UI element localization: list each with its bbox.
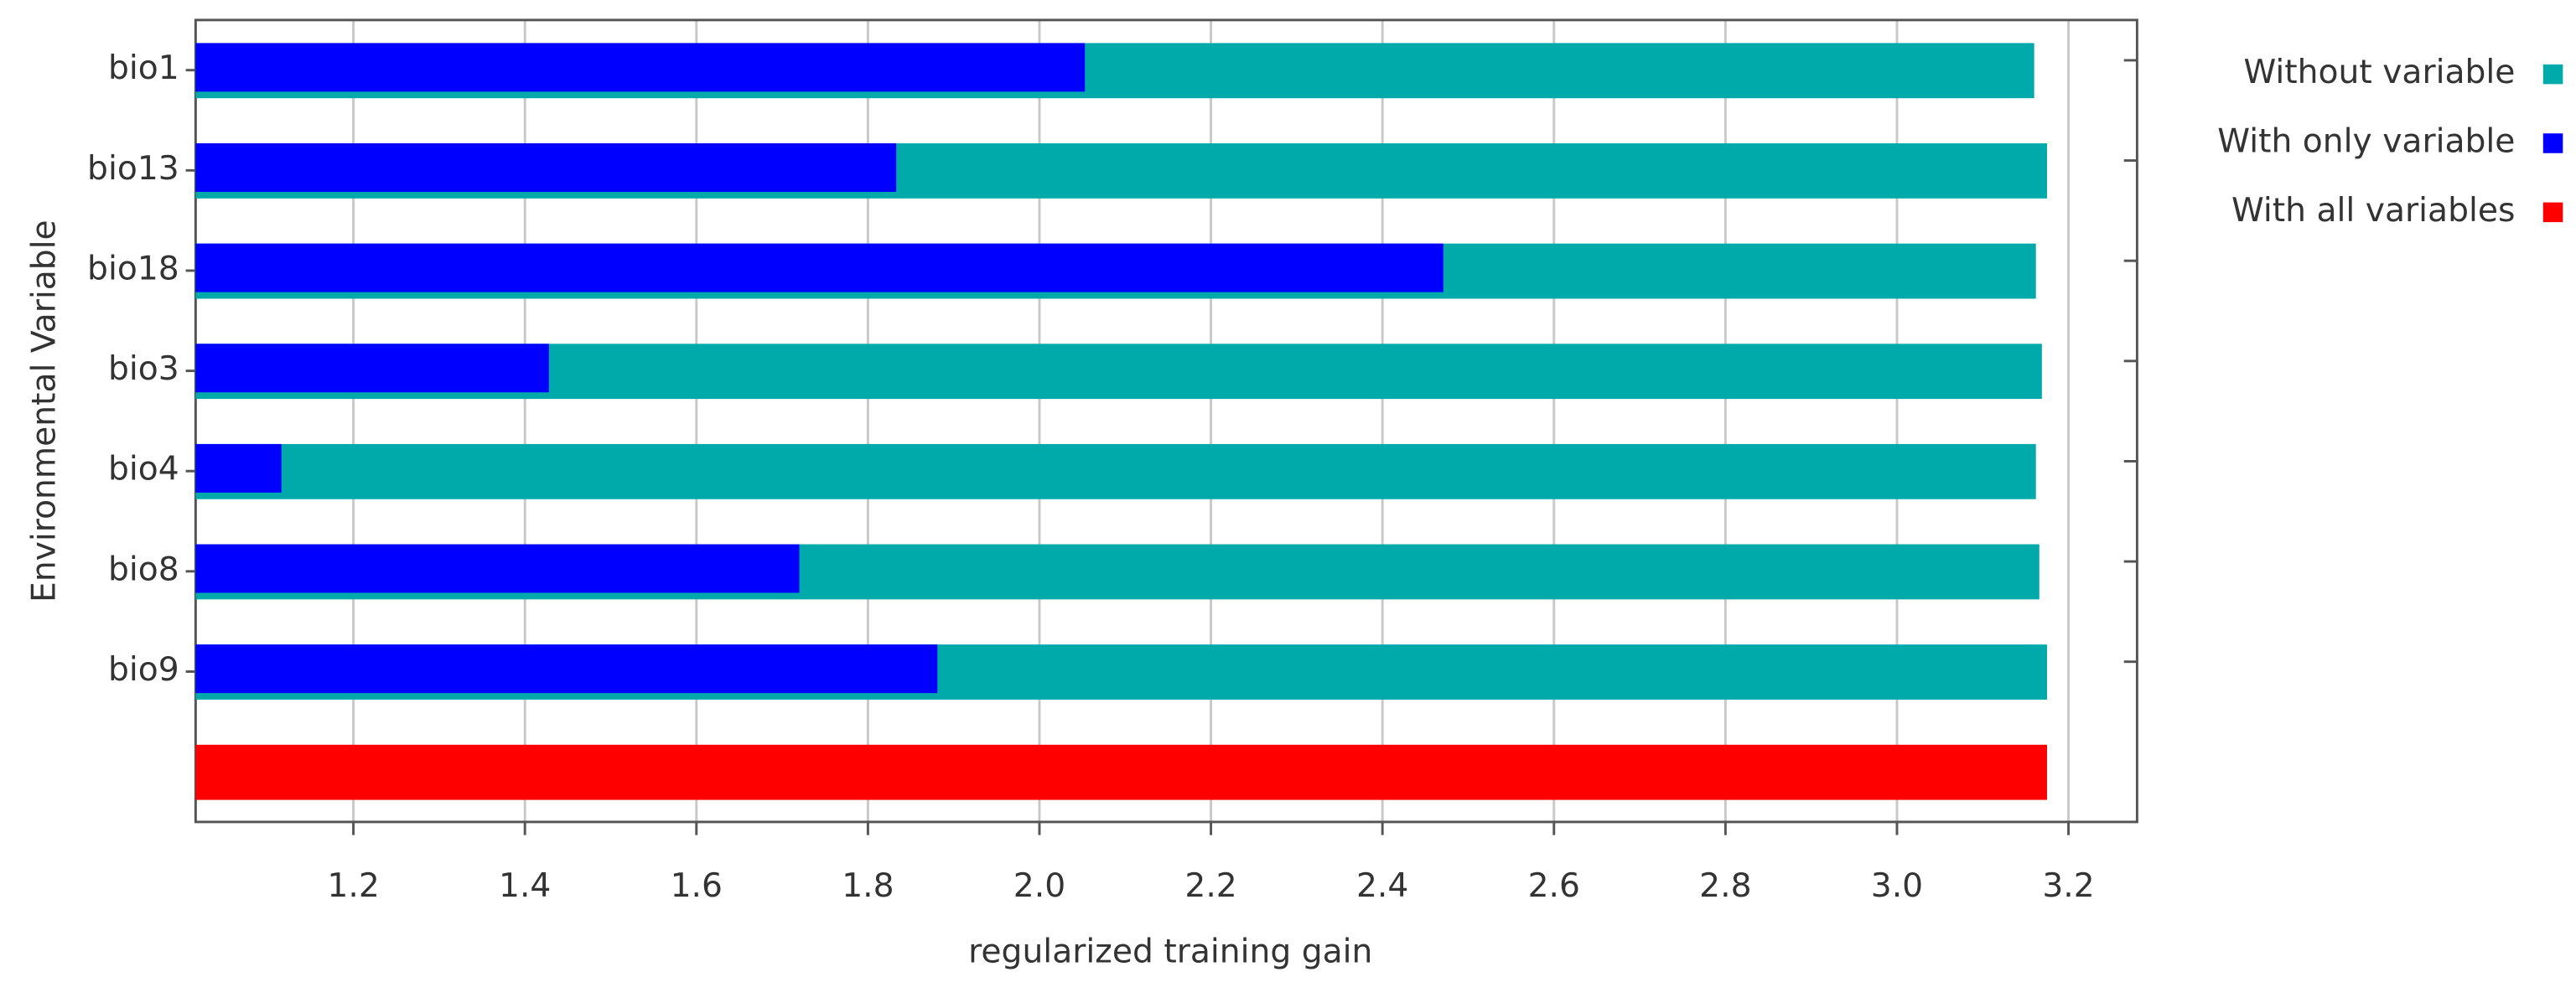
x-tick-label: 1.2 — [327, 867, 379, 905]
x-tick-label: 2.8 — [1699, 867, 1751, 905]
legend-label: With only variable — [2217, 122, 2515, 160]
y-tick-label: bio8 — [108, 551, 179, 588]
legend-swatch — [2542, 133, 2563, 153]
x-tick-label: 3.0 — [1871, 867, 1923, 905]
x-tick-label: 3.2 — [2042, 867, 2094, 905]
bar — [195, 143, 897, 192]
bar — [195, 744, 2047, 800]
y-tick-label: bio13 — [87, 150, 179, 188]
x-tick-label: 2.0 — [1013, 867, 1065, 905]
x-tick-label: 1.8 — [842, 867, 894, 905]
y-tick-label: bio3 — [108, 350, 179, 388]
bar — [195, 344, 549, 393]
bar — [195, 43, 1086, 92]
legend-swatch — [2542, 202, 2563, 223]
y-tick-label: bio1 — [108, 49, 179, 87]
bar — [195, 243, 1443, 292]
plot-frame — [194, 18, 2138, 824]
x-tick-label: 2.6 — [1528, 867, 1580, 905]
y-axis-label: Environmental Variable — [25, 220, 63, 602]
x-tick-label: 1.6 — [671, 867, 723, 905]
legend-label: With all variables — [2231, 192, 2515, 230]
legend-swatch — [2542, 64, 2563, 85]
y-tick-label: bio9 — [108, 651, 179, 689]
bar — [195, 644, 938, 694]
bar — [195, 443, 2036, 499]
x-tick-label: 2.2 — [1184, 867, 1236, 905]
y-tick-label: bio18 — [87, 250, 179, 287]
x-axis-label: regularized training gain — [968, 933, 1372, 970]
x-tick-label: 1.4 — [499, 867, 551, 905]
y-tick-label: bio4 — [108, 451, 179, 489]
bar — [195, 443, 282, 493]
x-tick-label: 2.4 — [1356, 867, 1408, 905]
legend-label: Without variable — [2243, 54, 2515, 91]
bar — [195, 544, 800, 593]
